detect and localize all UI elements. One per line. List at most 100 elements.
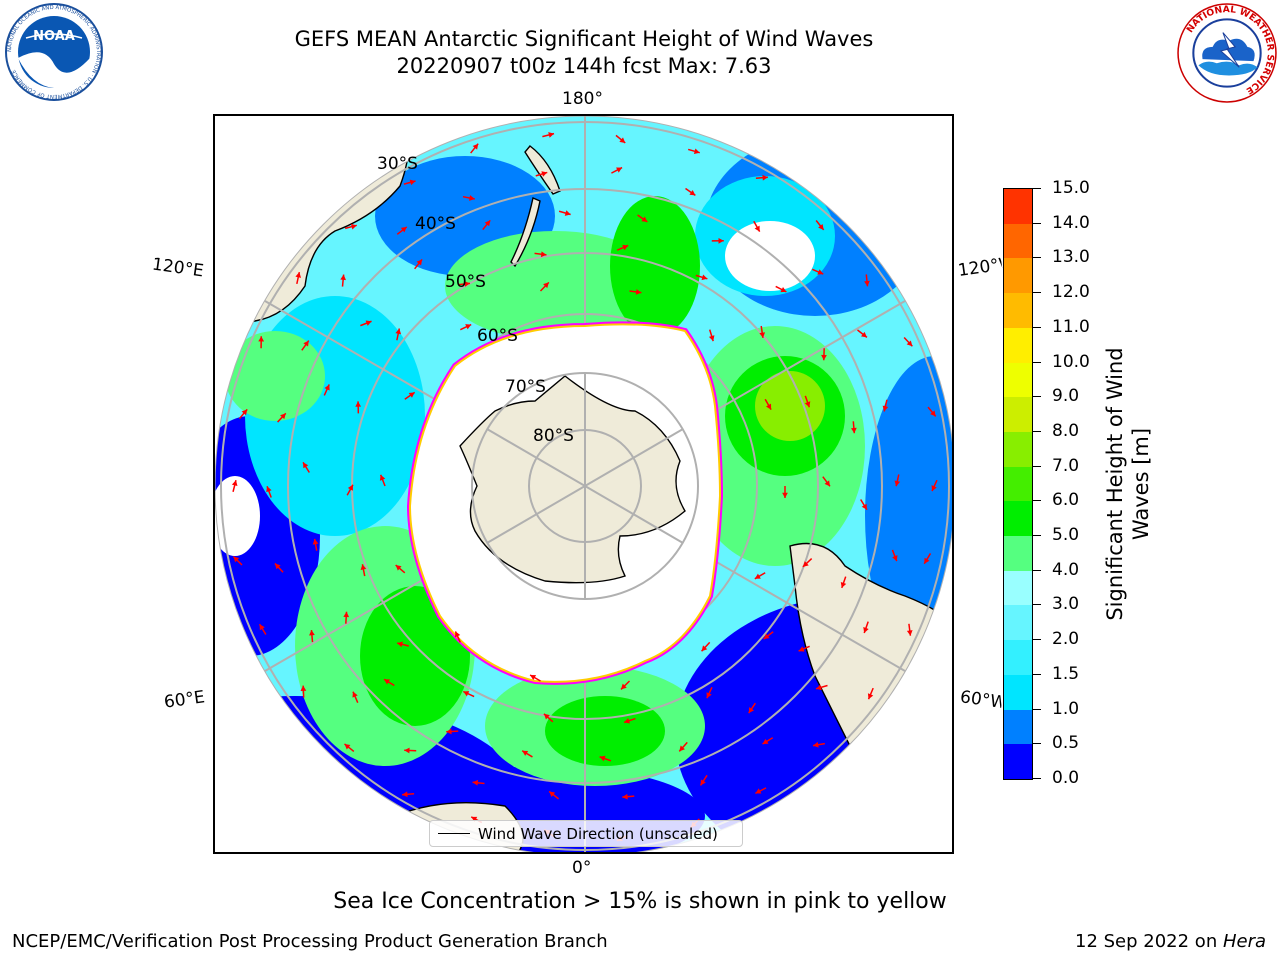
wave-arrow-head <box>906 630 913 636</box>
wave-arrow-head <box>700 779 706 786</box>
map-canvas <box>215 116 952 852</box>
polar-map: 30°S 40°S 50°S 60°S 70°S 80°S Wind Wave … <box>213 114 954 854</box>
wave-arrow-head <box>469 195 475 201</box>
colorbar-segment <box>1004 466 1032 502</box>
lat-label-70s: 70°S <box>505 377 546 397</box>
wave-arrow-head <box>233 556 240 563</box>
wave-arrow-head <box>258 336 265 342</box>
wave-arrow-head <box>484 220 491 227</box>
wave-arrow-head <box>312 538 319 545</box>
colorbar-tick <box>1033 743 1041 745</box>
wave-arrow-head <box>384 679 391 685</box>
lon-label-0: 0° <box>572 858 592 878</box>
wave-arrow-head <box>408 392 415 398</box>
colorbar-tick-label: 5.0 <box>1052 525 1080 546</box>
wave-arrow-head <box>616 167 623 173</box>
wave-arrow-head <box>619 137 626 143</box>
colorbar-segment <box>1004 570 1032 606</box>
footer-machine: Hera <box>1222 931 1266 952</box>
wave-arrow-head <box>813 741 819 748</box>
wave-arrow-head <box>446 728 452 735</box>
colorbar-tick <box>1033 569 1041 571</box>
wave-arrow-head <box>906 340 913 347</box>
colorbar-label: Significant Height of Wind Waves [m] <box>1102 294 1154 674</box>
wave-arrow-head <box>465 324 472 330</box>
colorbar-segment <box>1004 674 1032 710</box>
footer-credit: NCEP/EMC/Verification Post Processing Pr… <box>12 931 608 952</box>
wave-arrow-head <box>641 216 648 222</box>
wave-arrow-head <box>522 750 529 756</box>
colorbar-tick-label: 12.0 <box>1052 282 1090 303</box>
colorbar-segment <box>1004 188 1032 224</box>
colorbar-label-line-1: Significant Height of Wind <box>1103 347 1127 621</box>
wave-arrow-head <box>863 627 869 633</box>
lat-label-80s: 80°S <box>533 426 574 446</box>
colorbar-tick-label: 0.0 <box>1052 768 1080 788</box>
wave-arrow-head <box>754 225 760 232</box>
wave-arrow-head <box>352 691 358 698</box>
wave-arrow-head <box>708 335 715 342</box>
wave-arrow-head <box>340 274 347 281</box>
colorbar-tick-label: 1.5 <box>1052 663 1080 684</box>
colorbar-tick <box>1033 778 1041 779</box>
svg-text:NOAA: NOAA <box>33 29 75 44</box>
wave-arrow-head <box>309 630 315 636</box>
wave-arrow-head <box>463 691 470 697</box>
wave-arrow-head <box>464 281 470 287</box>
wave-arrow-head <box>924 557 930 564</box>
colorbar-tick-label: 14.0 <box>1052 212 1090 233</box>
wave-arrow-head <box>400 226 407 233</box>
colorbar-segment <box>1004 431 1032 467</box>
colorbar-tick <box>1033 604 1041 606</box>
wave-arrow-head <box>759 332 766 338</box>
colorbar-segment <box>1004 292 1032 328</box>
title-line-1: GEFS MEAN Antarctic Significant Height o… <box>294 27 874 51</box>
colorbar-tick-label: 8.0 <box>1052 420 1080 441</box>
wave-arrow-head <box>404 747 410 754</box>
colorbar-segment <box>1004 605 1032 641</box>
wave-arrow-head <box>530 675 537 681</box>
wave-arrow-head <box>754 573 761 579</box>
wave-arrow-head <box>850 427 857 434</box>
colorbar-tick <box>1033 222 1041 224</box>
wave-arrow-head <box>821 354 827 361</box>
wave-arrow-head <box>755 788 762 794</box>
wave-arrow-head <box>748 707 755 714</box>
colorbar-segment <box>1004 327 1032 363</box>
lon-label-120w: 120°W <box>956 255 1004 281</box>
wave-arrow-head <box>765 403 772 410</box>
lon-label-180: 180° <box>562 89 603 109</box>
colorbar-segment <box>1004 709 1032 745</box>
wave-arrow-head <box>564 210 571 216</box>
lat-label-40s: 40°S <box>415 214 456 234</box>
lon-label-60e: 60°E <box>162 687 207 713</box>
wave-arrow-head <box>231 480 238 487</box>
wave-arrow-head <box>303 340 309 347</box>
wave-arrow-head <box>824 480 830 487</box>
sea-ice-note: Sea Ice Concentration > 15% is shown in … <box>333 889 947 914</box>
wave-arrow-head <box>397 641 403 648</box>
wave-arrow-head <box>693 148 700 155</box>
wave-arrow-head <box>416 259 423 266</box>
colorbar-tick-label: 0.5 <box>1052 733 1080 754</box>
wave-arrow-head <box>360 564 367 571</box>
colorbar-tick <box>1033 257 1041 259</box>
chart-title: GEFS MEAN Antarctic Significant Height o… <box>184 26 984 80</box>
wave-arrow-head <box>395 565 402 571</box>
colorbar <box>1003 188 1033 780</box>
wave-arrow-head <box>347 484 353 491</box>
colorbar-tick <box>1033 465 1041 467</box>
nws-logo: NATIONAL WEATHER SERVICE <box>1177 3 1277 103</box>
legend-label: Wind Wave Direction (unscaled) <box>478 824 718 843</box>
colorbar-tick-label: 2.0 <box>1052 629 1080 650</box>
wave-arrow-head <box>701 274 708 281</box>
wave-arrow-head <box>894 480 901 487</box>
colorbar-tick <box>1033 535 1041 537</box>
wave-arrow-head <box>344 743 351 750</box>
wave-arrow-head <box>782 492 788 498</box>
footer-date: 12 Sep 2022 on Hera <box>1075 931 1266 952</box>
wave-arrow-head <box>343 611 350 618</box>
wave-arrow-head <box>780 286 787 293</box>
colorbar-label-line-2: Waves [m] <box>1129 427 1153 541</box>
wave-arrow-head <box>543 282 549 289</box>
